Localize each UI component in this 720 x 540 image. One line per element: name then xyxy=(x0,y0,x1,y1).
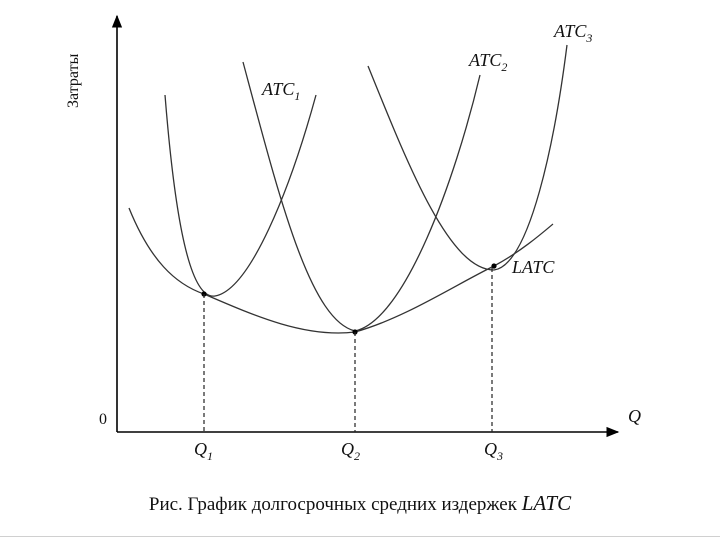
tangency-point-q3 xyxy=(491,263,497,269)
atc1-curve xyxy=(164,94,317,297)
latc-curve xyxy=(128,207,554,334)
y-axis-label: Затраты xyxy=(65,53,82,108)
caption-text: Рис. График долгосрочных средних издерже… xyxy=(148,494,522,515)
atc2-label: ATC2 xyxy=(468,50,507,74)
figure-caption: Рис. График долгосрочных средних издерже… xyxy=(0,491,720,516)
caption-emphasis: LATC xyxy=(521,491,572,515)
atc3-curve xyxy=(367,44,568,271)
origin-label: 0 xyxy=(99,411,107,428)
x-axis-label: Q xyxy=(628,406,641,426)
latc-label: LATC xyxy=(511,257,555,277)
x-tick-q3: Q3 xyxy=(484,439,503,463)
bottom-divider xyxy=(0,536,720,537)
x-tick-q2: Q2 xyxy=(341,439,360,463)
atc2-curve xyxy=(242,61,481,332)
atc1-label: ATC1 xyxy=(261,79,300,103)
x-tick-q1: Q1 xyxy=(194,439,213,463)
atc3-label: ATC3 xyxy=(553,21,592,45)
